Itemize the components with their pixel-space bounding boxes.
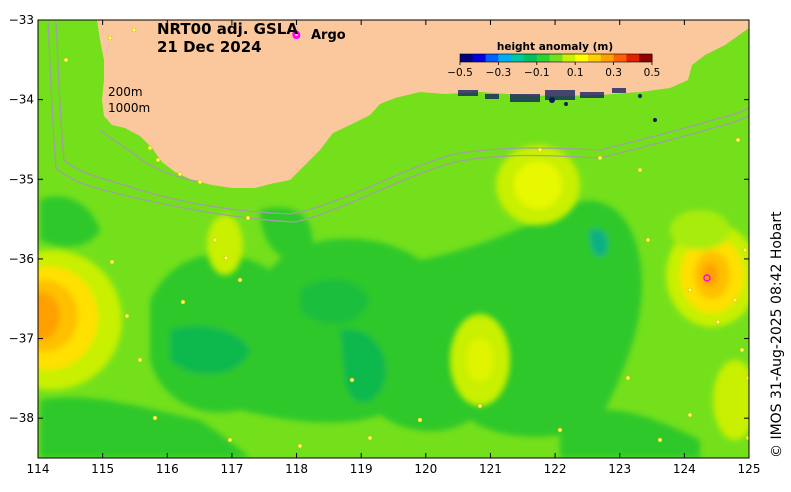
coastal-islands: [549, 94, 657, 122]
colorbar-swatch: [613, 54, 627, 62]
colorbar-ticks: −0.5 −0.3 −0.1 0.1 0.3 0.5: [447, 62, 660, 79]
colorbar-tick-label: −0.3: [486, 67, 512, 79]
x-tick-label: 115: [91, 462, 114, 476]
colorbar-swatch: [639, 54, 653, 62]
colorbar-title: height anomaly (m): [497, 41, 613, 53]
credit-text: © IMOS 31-Aug-2025 08:42 Hobart: [769, 211, 785, 458]
y-tick-label: −33: [9, 13, 34, 27]
y-tick-label: −34: [9, 93, 34, 107]
x-axis: 114 115 116 117 118 119 120 121 122 123 124 125: [27, 20, 761, 476]
argo-legend-label: Argo: [311, 28, 346, 43]
positive-anomaly-regions: [38, 145, 749, 440]
y-axis: −33 −34 −35 −36 −37 −38: [9, 13, 749, 425]
colorbar-swatch: [549, 54, 563, 62]
colorbar-tick-label: 0.3: [605, 67, 622, 79]
x-tick-label: 118: [285, 462, 308, 476]
y-tick-label: −37: [9, 332, 34, 346]
x-tick-label: 123: [608, 462, 631, 476]
isobath-label-1000m: 1000m: [108, 101, 150, 115]
argo-legend-symbol: o: [292, 28, 301, 43]
observation-dots: [63, 27, 749, 449]
x-tick-label: 121: [479, 462, 502, 476]
colorbar-swatch: [626, 54, 640, 62]
colorbar: height anomaly (m) −0.5 −0.3 −0.1 0.1 0.3 0.5: [447, 41, 660, 79]
colorbar-swatch: [460, 54, 474, 62]
colorbar-swatch: [600, 54, 615, 62]
y-tick-label: −36: [9, 252, 34, 266]
x-tick-label: 124: [673, 462, 696, 476]
colorbar-swatch: [511, 54, 525, 62]
y-tick-label: −35: [9, 172, 34, 186]
map-title: NRT00 adj. GSLA 21 Dec 2024: [157, 20, 298, 56]
colorbar-swatch: [588, 54, 602, 62]
title-product: NRT00 adj. GSLA: [157, 20, 298, 38]
x-tick-label: 116: [156, 462, 179, 476]
x-tick-label: 117: [220, 462, 243, 476]
colorbar-swatches: [460, 54, 653, 62]
x-tick-label: 122: [544, 462, 567, 476]
plot-frame: [37, 19, 750, 459]
title-date: 21 Dec 2024: [157, 38, 262, 56]
isobath-labels: 200m 1000m: [108, 85, 150, 115]
x-tick-label: 120: [414, 462, 437, 476]
colorbar-tick-label: −0.5: [447, 67, 473, 79]
argo-legend: o Argo: [292, 28, 346, 43]
coastal-shallow-fringe: [458, 88, 626, 102]
colorbar-swatch: [562, 54, 576, 62]
x-tick-label: 125: [738, 462, 761, 476]
colorbar-swatch: [498, 54, 512, 62]
y-tick-label: −38: [9, 411, 34, 425]
isobath-label-200m: 200m: [108, 85, 143, 99]
x-tick-label: 114: [27, 462, 50, 476]
colorbar-swatch: [472, 54, 487, 62]
x-tick-label: 119: [350, 462, 373, 476]
plot-area: o Argo NRT00 adj. GSLA 21 Dec 2024 200m …: [38, 20, 749, 458]
colorbar-swatch: [536, 54, 551, 62]
colorbar-tick-label: 0.5: [644, 67, 661, 79]
colorbar-swatch: [485, 54, 499, 62]
colorbar-swatch: [575, 54, 589, 62]
colorbar-tick-label: −0.1: [524, 67, 550, 79]
negative-anomaly-regions: [40, 196, 700, 458]
argo-floats: [292, 30, 711, 282]
colorbar-swatch: [524, 54, 538, 62]
isobath-lines: [47, 21, 749, 223]
colorbar-tick-label: 0.1: [567, 67, 584, 79]
